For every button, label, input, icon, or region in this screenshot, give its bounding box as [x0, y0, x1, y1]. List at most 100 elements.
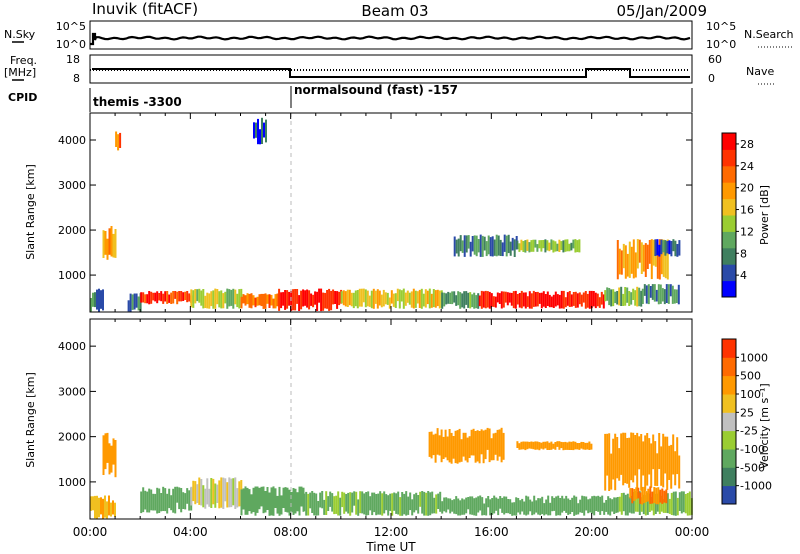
- velocity-cell: [645, 491, 648, 502]
- velocity-cell: [458, 428, 461, 463]
- power-cell: [666, 241, 669, 254]
- power-cell: [540, 240, 543, 252]
- velocity-cell: [454, 430, 457, 464]
- velocity-cell: [208, 488, 211, 507]
- velocity-cell: [284, 487, 287, 512]
- velocity-cell: [148, 488, 151, 513]
- power-cell: [668, 240, 671, 255]
- velocity-cell: [628, 437, 631, 488]
- velocity-cell: [478, 431, 481, 464]
- velocity-cell: [431, 491, 434, 514]
- power-cell: [94, 292, 96, 308]
- velocity-cell: [262, 486, 265, 514]
- velocity-cell: [663, 490, 666, 503]
- power-cell: [528, 291, 531, 309]
- velocity-cell: [417, 495, 420, 514]
- velocity-cell: [668, 445, 671, 480]
- velocity-cell: [581, 495, 584, 513]
- power-cell: [511, 237, 514, 251]
- velocity-cell: [409, 492, 412, 511]
- x-tick-label: 20:00: [574, 525, 609, 539]
- velocity-cell: [523, 501, 526, 515]
- velocity-cell: [644, 435, 647, 491]
- velocity-cell: [654, 441, 657, 486]
- power-colorbar-bin: [722, 231, 736, 249]
- power-cell: [102, 289, 104, 311]
- power-cell: [556, 294, 559, 306]
- power-cell: [578, 292, 581, 305]
- power-cell: [459, 235, 462, 252]
- freq-label-line2: [MHz]: [4, 66, 36, 79]
- nsky-left-tick-top: 10^5: [56, 20, 86, 33]
- power-cell: [246, 293, 249, 305]
- velocity-cell: [443, 497, 446, 512]
- power-cell: [374, 290, 377, 304]
- power-cell: [422, 293, 425, 307]
- power-cell: [426, 290, 429, 305]
- velocity-cell: [643, 486, 646, 504]
- velocity-cell: [160, 493, 163, 512]
- power-cell: [655, 289, 658, 302]
- power-cell: [402, 288, 405, 309]
- power-cell: [618, 287, 621, 306]
- power-cell: [658, 239, 661, 280]
- velocity-cell: [543, 503, 546, 516]
- power-cell: [328, 288, 331, 311]
- power-cell: [376, 289, 379, 309]
- velocity-cell: [631, 488, 634, 504]
- velocity-cell: [464, 432, 467, 461]
- power-cell: [492, 296, 495, 307]
- power-cell: [420, 288, 423, 309]
- power-cell: [526, 296, 529, 307]
- velocity-cell: [176, 486, 179, 503]
- velocity-cell: [674, 451, 677, 486]
- power-cell: [146, 294, 149, 304]
- power-cell: [418, 289, 421, 308]
- velocity-cell: [369, 496, 372, 511]
- power-cell: [98, 288, 100, 312]
- power-colorbar-bin: [722, 280, 736, 298]
- power-cell: [610, 289, 613, 307]
- power-cell: [542, 240, 545, 249]
- power-region: [90, 288, 104, 312]
- velocity-cell: [634, 435, 637, 476]
- velocity-cell: [576, 443, 579, 450]
- velocity-cell: [524, 441, 527, 451]
- power-cell: [372, 288, 375, 309]
- power-cell: [656, 239, 659, 256]
- power-cell: [322, 292, 325, 311]
- power-cell: [475, 235, 478, 257]
- power-cell: [672, 239, 675, 252]
- power-cell: [630, 246, 633, 274]
- velocity-cell: [475, 497, 478, 516]
- power-cell: [286, 290, 289, 309]
- velocity-cell: [423, 491, 426, 516]
- velocity-cell: [518, 443, 521, 450]
- power-cell: [392, 293, 395, 307]
- power-cell: [675, 289, 678, 303]
- velocity-cell: [530, 441, 533, 449]
- power-cell: [592, 291, 595, 307]
- power-cell: [508, 292, 511, 303]
- power-cell: [274, 294, 277, 309]
- velocity-cell: [490, 438, 493, 461]
- velocity-cell: [154, 493, 157, 511]
- power-cell: [606, 287, 609, 301]
- velocity-cell: [256, 486, 259, 513]
- velocity-cell: [188, 490, 191, 511]
- velocity-cell: [383, 491, 386, 514]
- velocity-cell: [140, 491, 143, 514]
- velocity-cell: [610, 453, 613, 490]
- power-cell: [432, 289, 435, 308]
- power-colorbar-bin: [722, 133, 736, 150]
- power-cell: [536, 291, 539, 307]
- velocity-cell: [513, 502, 516, 516]
- power-cell: [572, 292, 575, 306]
- power-cell: [230, 289, 233, 306]
- velocity-cell: [528, 441, 531, 449]
- power-cell: [673, 289, 676, 304]
- velocity-cell: [365, 492, 368, 516]
- power-cell: [651, 284, 654, 300]
- velocity-cell: [615, 497, 618, 513]
- power-cell: [457, 238, 460, 257]
